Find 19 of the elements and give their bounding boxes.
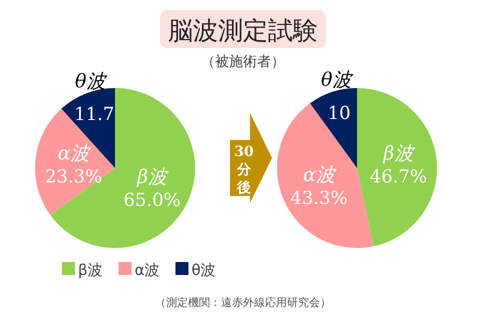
slice-label: θ波: [321, 68, 354, 91]
slice-label: α波: [303, 164, 337, 186]
text: （被施術者）: [201, 54, 285, 70]
text: （測定機関：遠赤外線応用研究会）: [155, 296, 331, 309]
data-label: 11.7: [74, 104, 114, 126]
slice-label: β波: [382, 142, 416, 165]
data-label: 23.3%: [45, 166, 102, 188]
text: 30分後: [234, 144, 254, 196]
slice-label: α波: [58, 142, 92, 165]
slice-label: θ波: [75, 70, 108, 92]
legend-label: β波: [78, 261, 103, 279]
data-label: 10: [328, 103, 351, 124]
legend-label: θ波: [191, 261, 216, 279]
data-label: 46.7%: [370, 166, 427, 188]
data-label: 65.0%: [123, 190, 181, 211]
chart-title: 脳波測定試験: [168, 16, 318, 45]
legend-label: α波: [134, 261, 160, 279]
data-label: 43.3%: [290, 188, 348, 209]
slice-label: β波: [136, 166, 170, 188]
